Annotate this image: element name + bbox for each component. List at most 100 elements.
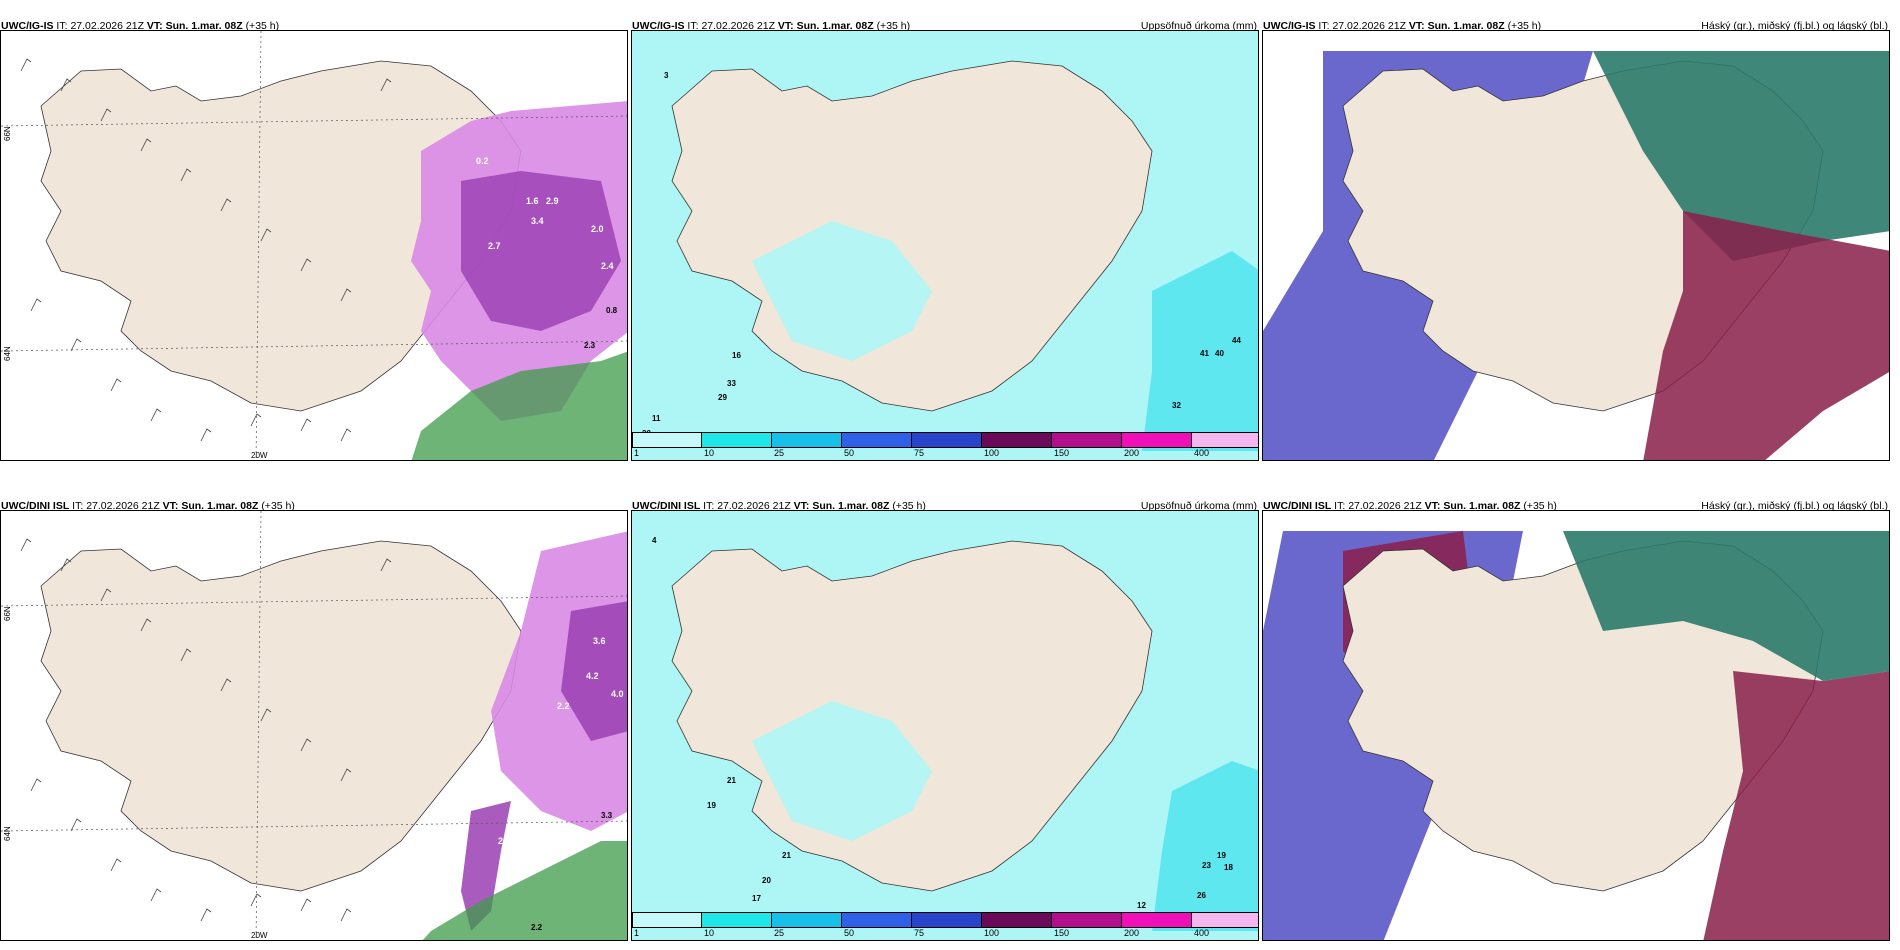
cb-label: 1 <box>634 448 640 458</box>
rain-area <box>411 351 627 460</box>
map-canvas <box>1 511 627 940</box>
snow-band <box>461 801 511 931</box>
snow-value: 2.1 <box>498 836 511 846</box>
cb-box <box>842 912 912 928</box>
snow-value: 3.4 <box>531 216 544 226</box>
precip-value: 29 <box>718 393 727 402</box>
map-clouds[interactable] <box>1262 30 1890 461</box>
panel-clouds-igis: UWC/IG-IS IT: 27.02.2026 21Z VT: Sun. 1.… <box>1262 15 1890 461</box>
cb-frame <box>632 432 1258 448</box>
mid-cloud <box>1703 671 1889 940</box>
lat-label-66: 66N <box>3 126 12 141</box>
snow-value: 2.7 <box>488 241 501 251</box>
cb-label: 100 <box>984 448 1000 458</box>
panel-header: UWC/IG-IS IT: 27.02.2026 21Z VT: Sun. 1.… <box>632 20 1257 32</box>
map-canvas <box>632 31 1258 460</box>
precip-high-area <box>1152 761 1258 931</box>
cb-label: 400 <box>1194 928 1210 938</box>
cb-box <box>912 912 982 928</box>
high-cloud <box>1563 531 1889 681</box>
map-clouds[interactable] <box>1262 510 1890 941</box>
snow-area <box>491 531 627 831</box>
panel-precip-igis: UWC/IG-IS IT: 27.02.2026 21Z VT: Sun. 1.… <box>631 15 1259 461</box>
cb-label: 10 <box>704 928 715 938</box>
cb-label: 200 <box>1124 448 1140 458</box>
map-precip[interactable]: 3 16 33 29 11 20 44 40 41 32 1 10 25 50 … <box>631 30 1259 461</box>
map-wind-snow[interactable]: 66N 64N 20W 3.6 4.2 4.0 2.2 2.1 2.2 3.3 <box>0 510 628 941</box>
rain-value: 0.8 <box>606 306 618 315</box>
cb-box <box>1192 912 1258 928</box>
precip-high-area <box>1142 251 1258 451</box>
cb-box <box>1122 912 1192 928</box>
cb-label: 100 <box>984 928 1000 938</box>
precip-value: 18 <box>1224 863 1233 872</box>
snow-core <box>461 171 621 331</box>
cb-label: 50 <box>844 928 855 938</box>
cb-label: 1 <box>634 928 640 938</box>
cb-box <box>772 432 842 448</box>
precip-colorbar: 1 10 25 50 75 100 150 200 400 <box>632 912 1258 940</box>
cb-box <box>1192 432 1258 448</box>
rain-value: 2.2 <box>531 923 543 932</box>
map-canvas <box>1 31 627 460</box>
cb-box <box>1122 432 1192 448</box>
cb-label: 25 <box>774 928 785 938</box>
lon-label-20: 20W <box>251 451 268 460</box>
snow-value: 0.2 <box>476 156 489 166</box>
snow-value: 2.2 <box>557 701 570 711</box>
cb-label: 10 <box>704 448 715 458</box>
cb-label: 25 <box>774 448 785 458</box>
cb-box <box>982 912 1052 928</box>
panel-clouds-dini: UWC/DINI ISL IT: 27.02.2026 21Z VT: Sun.… <box>1262 495 1890 941</box>
panel-wind-snow-igis: UWC/IG-IS IT: 27.02.2026 21Z VT: Sun. 1.… <box>0 15 628 461</box>
precip-patches <box>752 701 932 841</box>
cb-label: 150 <box>1054 448 1070 458</box>
panel-wind-snow-dini: UWC/DINI ISL IT: 27.02.2026 21Z VT: Sun.… <box>0 495 628 941</box>
wind-barbs <box>20 58 392 442</box>
snow-value: 1.6 <box>526 196 539 206</box>
precip-value: 33 <box>727 379 736 388</box>
precip-value: 19 <box>1217 851 1226 860</box>
lat-label-64: 64N <box>3 826 12 841</box>
cb-box <box>1052 912 1122 928</box>
precip-value: 19 <box>707 801 716 810</box>
snow-value: 3.6 <box>593 636 606 646</box>
snow-value: 4.0 <box>611 689 624 699</box>
cb-box <box>632 912 702 928</box>
cb-box <box>702 432 772 448</box>
precip-value: 20 <box>762 876 771 885</box>
cb-box <box>702 912 772 928</box>
cb-label: 75 <box>914 448 925 458</box>
map-canvas <box>632 511 1258 940</box>
precip-value: 21 <box>727 776 736 785</box>
mid-cloud <box>1643 211 1889 460</box>
rain-value: 3.3 <box>601 811 613 820</box>
high-cloud <box>1593 51 1889 261</box>
snow-core <box>561 601 627 741</box>
panel-header: UWC/DINI ISL IT: 27.02.2026 21Z VT: Sun.… <box>1 500 295 512</box>
lon-label-20: 20W <box>251 931 268 940</box>
snow-value: 2.4 <box>601 261 614 271</box>
wind-barbs <box>20 538 392 922</box>
cb-label: 75 <box>914 928 925 938</box>
precip-value: 44 <box>1232 336 1241 345</box>
panel-precip-dini: UWC/DINI ISL IT: 27.02.2026 21Z VT: Sun.… <box>631 495 1259 941</box>
lat-label-66: 66N <box>3 606 12 621</box>
precip-value: 17 <box>752 894 761 903</box>
cb-label: 400 <box>1194 448 1210 458</box>
map-canvas <box>1263 31 1889 460</box>
panel-header: UWC/IG-IS IT: 27.02.2026 21Z VT: Sun. 1.… <box>1263 20 1888 32</box>
panel-header: UWC/DINI ISL IT: 27.02.2026 21Z VT: Sun.… <box>632 500 1257 512</box>
cb-box <box>912 432 982 448</box>
cb-label: 150 <box>1054 928 1070 938</box>
rain-area <box>422 841 627 940</box>
map-canvas <box>1263 511 1889 940</box>
map-precip[interactable]: 4 21 19 17 20 21 26 23 18 19 12 1 10 25 … <box>631 510 1259 941</box>
rain-value: 2.3 <box>584 341 596 350</box>
precip-patches <box>752 221 932 361</box>
lon-line-20 <box>255 511 262 940</box>
precip-value: 41 <box>1200 349 1209 358</box>
map-wind-snow[interactable]: 66N 64N 20W 0.2 1.6 2.9 3.4 2.7 2.0 2.4 … <box>0 30 628 461</box>
snow-value: 2.9 <box>546 196 559 206</box>
precip-value: 4 <box>652 536 657 545</box>
